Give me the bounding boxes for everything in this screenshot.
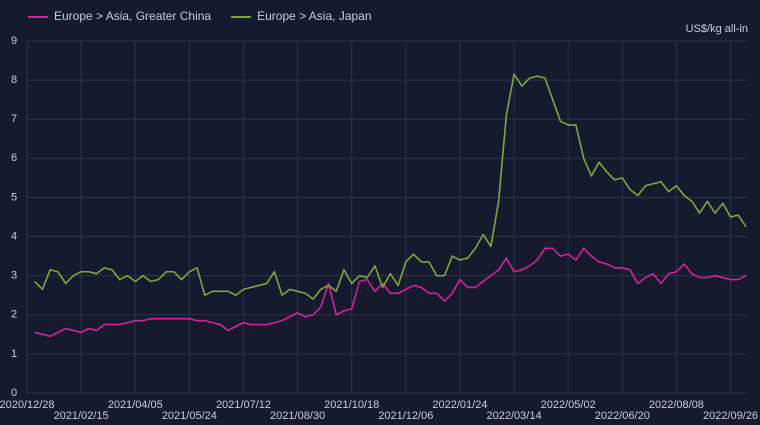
y-tick-label: 7 [11,113,17,125]
x-tick-label: 2021/08/30 [270,410,325,422]
y-tick-label: 5 [11,191,17,203]
x-tick-label: 2022/03/14 [487,410,542,422]
x-tick-label: 2020/12/28 [0,399,55,411]
y-tick-label: 6 [11,152,17,164]
y-tick-label: 4 [11,230,17,242]
x-tick-label: 2021/05/24 [162,410,217,422]
x-tick-label: 2021/10/18 [324,399,379,411]
x-tick-label: 2021/02/15 [54,410,109,422]
legend-text: Europe > Asia, Greater China [54,9,211,23]
x-tick-label: 2022/01/24 [432,399,487,411]
x-tick-label: 2022/08/08 [649,399,704,411]
y-tick-label: 1 [11,348,17,360]
x-tick-label: 2021/04/05 [108,399,163,411]
y-tick-label: 2 [11,309,17,321]
y-tick-label: 9 [11,35,17,47]
legend-text: Europe > Asia, Japan [257,9,371,23]
series-line [34,247,747,338]
y-tick-label: 8 [11,74,17,86]
x-tick-label: 2021/07/12 [216,399,271,411]
x-tick-label: 2022/09/26 [703,410,758,422]
series-line [34,73,747,300]
y-tick-label: 3 [11,270,17,282]
x-tick-label: 2022/06/20 [595,410,650,422]
x-tick-label: 2022/05/02 [541,399,596,411]
x-tick-label: 2021/12/06 [378,410,433,422]
unit-label: US$/kg all-in [686,23,748,35]
y-tick-label: 0 [11,387,17,399]
